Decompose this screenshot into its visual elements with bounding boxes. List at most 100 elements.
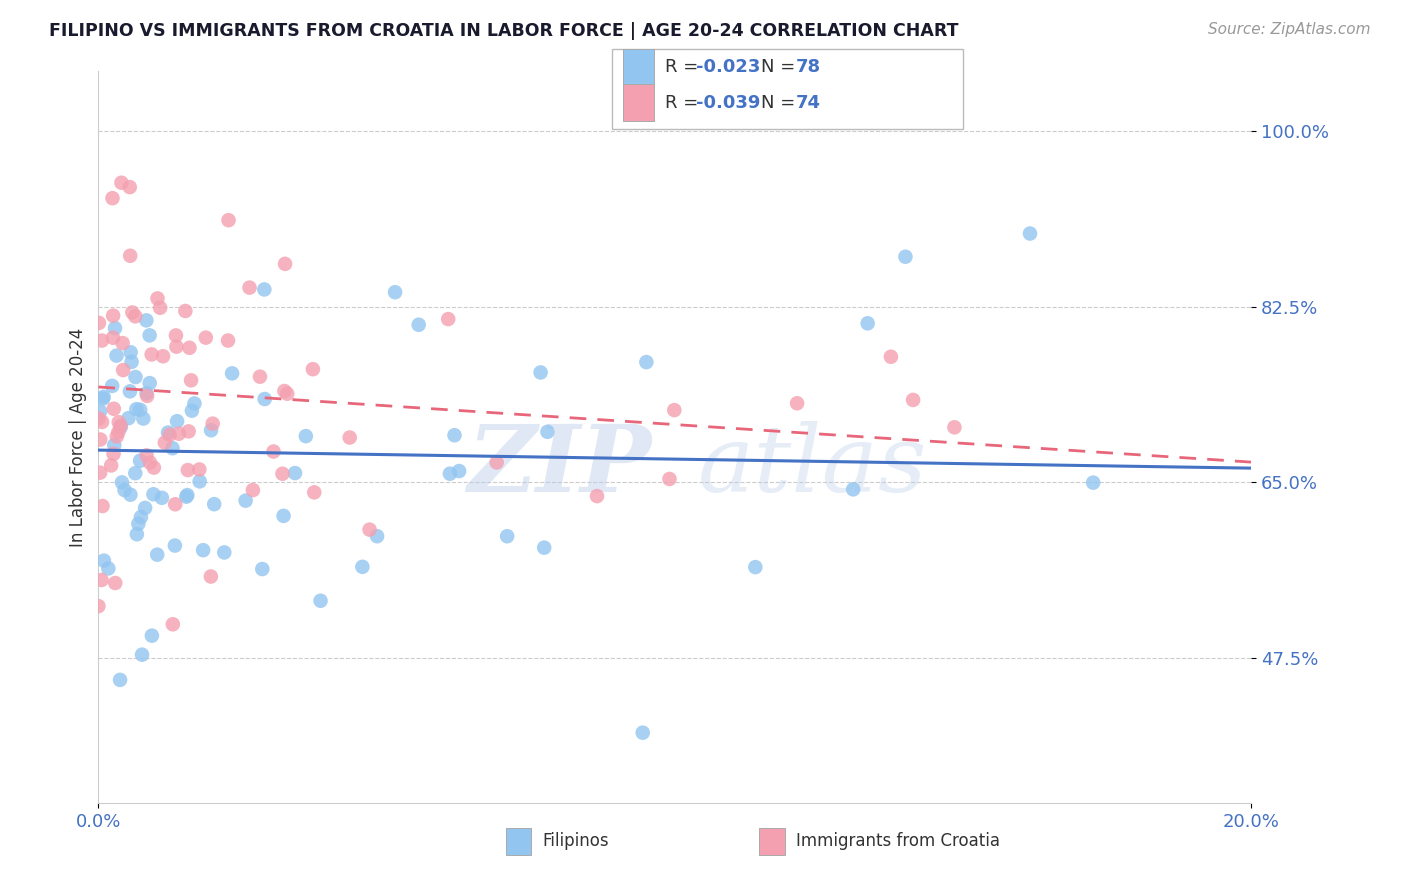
- Point: [339, 431, 361, 445]
- Point: [273, 508, 295, 523]
- Point: [449, 464, 471, 478]
- Point: [138, 376, 160, 391]
- Point: [249, 369, 271, 384]
- Point: [101, 191, 124, 205]
- Point: [111, 336, 134, 351]
- Point: [135, 386, 157, 401]
- Point: [437, 312, 460, 326]
- Text: Filipinos: Filipinos: [543, 832, 609, 850]
- Text: FILIPINO VS IMMIGRANTS FROM CROATIA IN LABOR FORCE | AGE 20-24 CORRELATION CHART: FILIPINO VS IMMIGRANTS FROM CROATIA IN L…: [49, 22, 959, 40]
- Point: [120, 345, 142, 359]
- Point: [304, 485, 326, 500]
- Point: [166, 414, 188, 428]
- Point: [880, 350, 903, 364]
- Text: N =: N =: [761, 58, 800, 76]
- Point: [162, 617, 184, 632]
- Text: 78: 78: [796, 58, 821, 76]
- Point: [125, 527, 148, 541]
- Point: [127, 516, 149, 531]
- Point: [129, 402, 152, 417]
- Point: [111, 475, 134, 490]
- Point: [183, 396, 205, 410]
- Point: [271, 467, 294, 481]
- Point: [242, 483, 264, 497]
- Point: [132, 411, 155, 425]
- Point: [120, 249, 142, 263]
- Point: [188, 475, 211, 489]
- Point: [235, 493, 257, 508]
- Point: [110, 419, 132, 434]
- Point: [664, 403, 686, 417]
- Point: [101, 379, 124, 393]
- Point: [124, 466, 146, 480]
- Point: [295, 429, 318, 443]
- Point: [529, 366, 551, 380]
- Point: [103, 401, 125, 416]
- Point: [174, 304, 197, 318]
- Point: [104, 576, 127, 591]
- Text: atlas: atlas: [697, 421, 928, 511]
- Point: [200, 423, 222, 437]
- Point: [91, 415, 114, 429]
- Point: [177, 463, 200, 477]
- Point: [786, 396, 808, 410]
- Point: [105, 429, 128, 443]
- Point: [162, 441, 184, 455]
- Point: [180, 373, 202, 387]
- Point: [108, 673, 131, 687]
- Point: [112, 363, 135, 377]
- Point: [118, 180, 141, 194]
- Point: [135, 313, 157, 327]
- Point: [124, 370, 146, 384]
- Point: [146, 548, 169, 562]
- Point: [302, 362, 325, 376]
- Point: [238, 280, 260, 294]
- Point: [135, 448, 157, 462]
- Point: [142, 460, 165, 475]
- Point: [200, 569, 222, 583]
- Point: [103, 447, 125, 461]
- Point: [273, 384, 295, 398]
- Point: [90, 573, 112, 587]
- Point: [1019, 227, 1042, 241]
- Point: [107, 415, 129, 429]
- Point: [136, 389, 159, 403]
- Point: [631, 725, 654, 739]
- Point: [121, 305, 143, 319]
- Text: ZIP: ZIP: [468, 421, 652, 511]
- Point: [309, 593, 332, 607]
- Point: [157, 425, 180, 440]
- Point: [100, 458, 122, 473]
- Point: [217, 334, 239, 348]
- Point: [118, 384, 141, 399]
- Point: [284, 466, 307, 480]
- Point: [159, 427, 181, 442]
- Point: [352, 559, 374, 574]
- Point: [744, 560, 766, 574]
- Point: [218, 213, 240, 227]
- Point: [89, 404, 111, 418]
- Point: [110, 420, 132, 434]
- Point: [179, 341, 201, 355]
- Point: [87, 599, 110, 614]
- Point: [496, 529, 519, 543]
- Point: [114, 483, 136, 497]
- Point: [167, 426, 190, 441]
- Point: [105, 349, 128, 363]
- Point: [842, 483, 865, 497]
- Text: N =: N =: [761, 94, 800, 112]
- Point: [149, 301, 172, 315]
- Point: [93, 390, 115, 404]
- Point: [124, 310, 146, 324]
- Point: [276, 386, 298, 401]
- Point: [90, 334, 112, 348]
- Point: [134, 500, 156, 515]
- Point: [138, 328, 160, 343]
- Point: [165, 340, 187, 354]
- Point: [97, 561, 120, 575]
- Point: [93, 554, 115, 568]
- Text: R =: R =: [665, 58, 704, 76]
- Point: [253, 392, 276, 406]
- Point: [586, 489, 609, 503]
- Point: [129, 510, 152, 524]
